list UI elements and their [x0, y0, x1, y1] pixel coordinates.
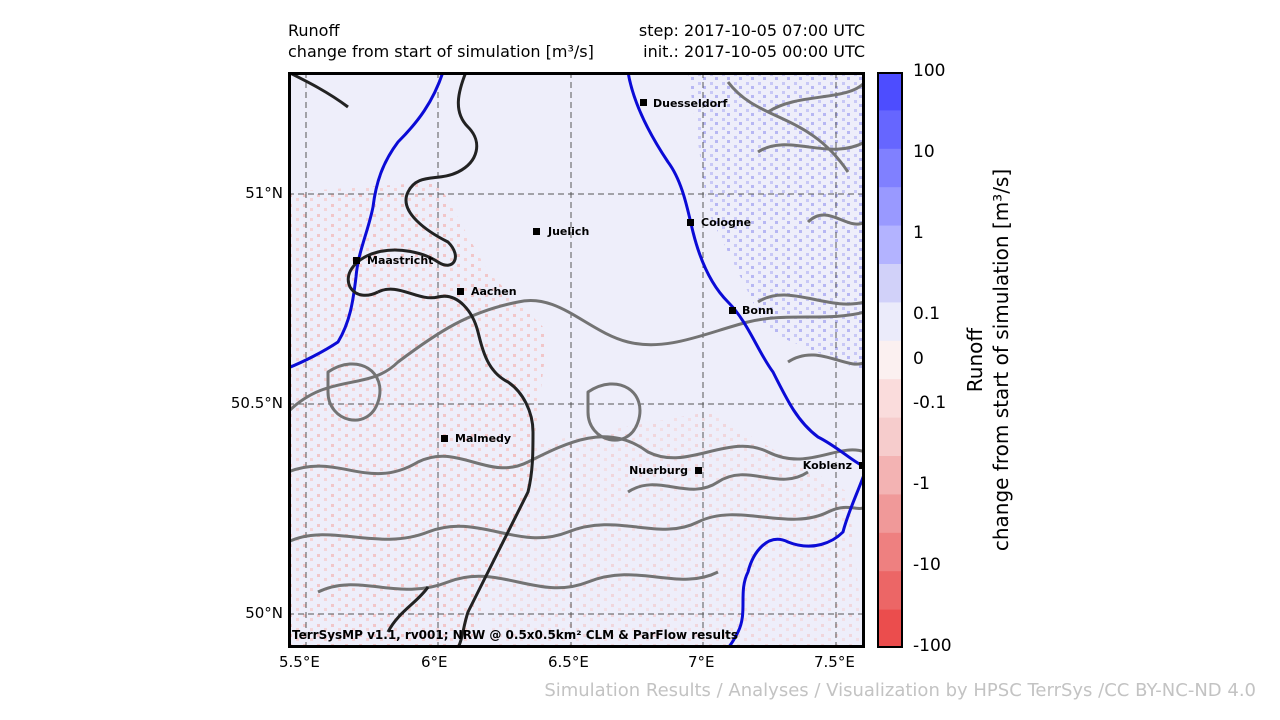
- colorbar: [877, 72, 903, 648]
- colorbar-band: [877, 225, 903, 265]
- colorbar-tick-0-1: 0.1: [913, 304, 941, 324]
- colorbar-tick-0: 0: [913, 349, 924, 369]
- lon-label-6-5: 6.5°E: [548, 653, 589, 671]
- lon-label-7-5: 7.5°E: [814, 653, 855, 671]
- colorbar-band: [877, 379, 903, 419]
- elevation-contours: [288, 80, 865, 594]
- footer-credit: Simulation Results / Analyses / Visualiz…: [544, 680, 1256, 701]
- colorbar-band: [877, 110, 903, 150]
- variable-title: Runoff: [288, 21, 340, 40]
- colorbar-band: [877, 264, 903, 303]
- city-aachen: Aachen: [471, 285, 517, 298]
- city-cologne: Cologne: [701, 216, 751, 229]
- city-koblenz: Koblenz: [803, 459, 852, 472]
- colorbar-band: [877, 456, 903, 495]
- model-note: TerrSysMP v1.1, rv001; NRW @ 0.5x0.5km² …: [292, 628, 738, 642]
- grid-lines: [288, 72, 865, 648]
- runoff-map: Duesseldorf Cologne Juelich Maastricht A…: [288, 72, 865, 648]
- city-malmedy: Malmedy: [455, 432, 511, 445]
- colorbar-tick-neg-10: -10: [913, 555, 941, 575]
- colorbar-band: [877, 494, 903, 534]
- lon-label-7: 7°E: [688, 653, 715, 671]
- colorbar-tick-10: 10: [913, 142, 935, 162]
- colorbar-band: [877, 340, 903, 380]
- colorbar-band: [877, 417, 903, 457]
- city-nuerburg: Nuerburg: [629, 464, 688, 477]
- colorbar-band: [877, 148, 903, 188]
- colorbar-tick-100: 100: [913, 61, 946, 81]
- rivers: [288, 72, 865, 648]
- variable-subtitle: change from start of simulation [m³/s]: [288, 42, 594, 61]
- lat-label-50-5: 50.5°N: [230, 394, 283, 412]
- colorbar-bands: [877, 72, 903, 648]
- lat-label-51: 51°N: [245, 184, 283, 202]
- city-juelich: Juelich: [547, 225, 589, 238]
- lon-label-6: 6°E: [421, 653, 448, 671]
- colorbar-tick-1: 1: [913, 223, 924, 243]
- colorbar-band: [877, 187, 903, 227]
- lon-label-5-5: 5.5°E: [279, 653, 320, 671]
- init-time: init.: 2017-10-05 00:00 UTC: [643, 42, 865, 61]
- colorbar-tick-neg-1: -1: [913, 474, 930, 494]
- colorbar-band: [877, 532, 903, 572]
- title-block: Runoff change from start of simulation […: [288, 20, 594, 62]
- colorbar-tick-neg-100: -100: [913, 636, 952, 656]
- city-bonn: Bonn: [742, 304, 774, 317]
- map-frame: [288, 72, 865, 648]
- colorbar-band: [877, 609, 903, 648]
- colorbar-label-line2: change from start of simulation [m³/s]: [989, 168, 1013, 552]
- city-labels: Duesseldorf Cologne Juelich Maastricht A…: [367, 97, 852, 477]
- colorbar-band: [877, 302, 903, 342]
- red-runoff-area-south: [488, 412, 865, 648]
- colorbar-band: [877, 571, 903, 611]
- colorbar-band: [877, 72, 903, 111]
- city-maastricht: Maastricht: [367, 254, 433, 267]
- lat-label-50: 50°N: [245, 604, 283, 622]
- city-duesseldorf: Duesseldorf: [653, 97, 728, 110]
- colorbar-tick-neg-0-1: -0.1: [913, 393, 947, 413]
- time-block: step: 2017-10-05 07:00 UTC init.: 2017-1…: [560, 20, 865, 62]
- colorbar-label-line1: Runoff: [963, 327, 987, 393]
- colorbar-frame: [877, 72, 903, 648]
- step-time: step: 2017-10-05 07:00 UTC: [638, 21, 865, 40]
